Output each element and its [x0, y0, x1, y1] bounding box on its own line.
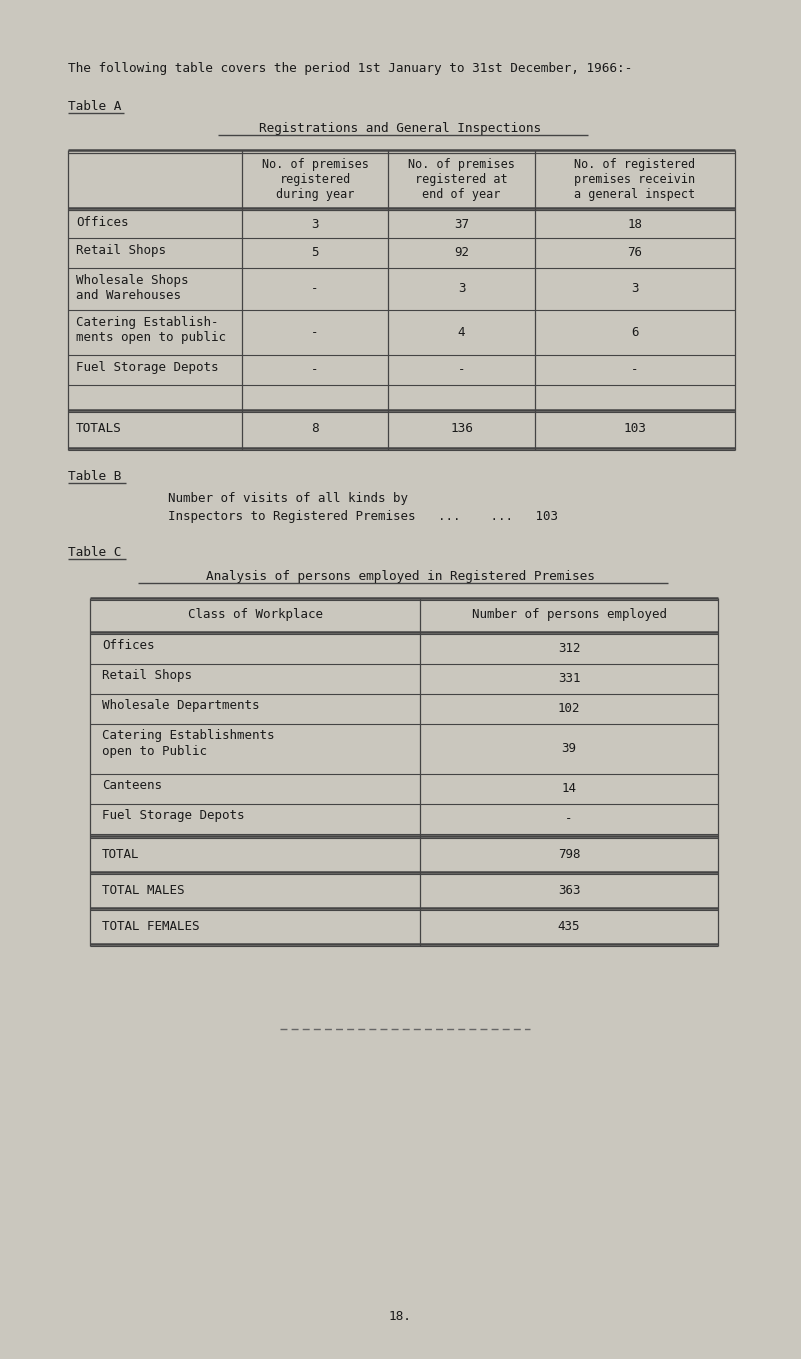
Text: TOTAL: TOTAL: [102, 848, 139, 860]
Text: registered at: registered at: [415, 173, 508, 186]
Text: 103: 103: [623, 423, 646, 435]
Text: 435: 435: [557, 920, 580, 932]
Text: Wholesale Shops: Wholesale Shops: [76, 275, 188, 287]
Text: Retail Shops: Retail Shops: [102, 669, 192, 682]
Text: 363: 363: [557, 883, 580, 897]
Text: Catering Establish-: Catering Establish-: [76, 317, 219, 329]
Text: 39: 39: [562, 742, 577, 756]
Text: Class of Workplace: Class of Workplace: [187, 607, 323, 621]
Text: 3: 3: [631, 283, 638, 295]
Text: -: -: [312, 363, 319, 376]
Text: Retail Shops: Retail Shops: [76, 245, 166, 257]
Text: -: -: [457, 363, 465, 376]
Text: Offices: Offices: [102, 639, 155, 652]
Text: TOTAL FEMALES: TOTAL FEMALES: [102, 920, 199, 932]
Text: Analysis of persons employed in Registered Premises: Analysis of persons employed in Register…: [206, 569, 594, 583]
Text: 312: 312: [557, 643, 580, 655]
Text: The following table covers the period 1st January to 31st December, 1966:-: The following table covers the period 1s…: [68, 63, 632, 75]
Text: end of year: end of year: [422, 188, 501, 201]
Text: Canteens: Canteens: [102, 779, 162, 792]
Text: Number of visits of all kinds by: Number of visits of all kinds by: [168, 492, 408, 506]
Text: ments open to public: ments open to public: [76, 332, 226, 344]
Text: 14: 14: [562, 783, 577, 795]
Text: during year: during year: [276, 188, 354, 201]
Text: No. of registered: No. of registered: [574, 158, 695, 171]
Text: Offices: Offices: [76, 216, 128, 230]
Text: open to Public: open to Public: [102, 745, 207, 758]
Text: 798: 798: [557, 848, 580, 860]
Text: -: -: [312, 326, 319, 338]
Text: Wholesale Departments: Wholesale Departments: [102, 699, 260, 712]
Text: 92: 92: [454, 246, 469, 260]
Text: Inspectors to Registered Premises   ...    ...   103: Inspectors to Registered Premises ... ..…: [168, 510, 558, 523]
Text: Table A: Table A: [68, 101, 122, 113]
Text: 76: 76: [627, 246, 642, 260]
Text: 4: 4: [457, 326, 465, 338]
Text: 102: 102: [557, 703, 580, 715]
Text: Table C: Table C: [68, 546, 122, 559]
Text: Table B: Table B: [68, 470, 122, 482]
Text: TOTAL MALES: TOTAL MALES: [102, 883, 184, 897]
Text: 5: 5: [312, 246, 319, 260]
Text: and Warehouses: and Warehouses: [76, 289, 181, 302]
Text: Registrations and General Inspections: Registrations and General Inspections: [259, 122, 541, 135]
Text: Fuel Storage Depots: Fuel Storage Depots: [102, 809, 244, 822]
Text: registered: registered: [280, 173, 351, 186]
Text: 18: 18: [627, 217, 642, 231]
Text: -: -: [566, 813, 573, 825]
Text: a general inspect: a general inspect: [574, 188, 695, 201]
Text: -: -: [631, 363, 638, 376]
Text: No. of premises: No. of premises: [262, 158, 368, 171]
Text: 136: 136: [450, 423, 473, 435]
Text: 18.: 18.: [388, 1310, 412, 1324]
Text: 3: 3: [312, 217, 319, 231]
Text: Number of persons employed: Number of persons employed: [472, 607, 666, 621]
Text: -: -: [312, 283, 319, 295]
Text: 331: 331: [557, 673, 580, 685]
Text: premises receivin: premises receivin: [574, 173, 695, 186]
Text: No. of premises: No. of premises: [408, 158, 515, 171]
Text: 8: 8: [311, 423, 319, 435]
Text: 3: 3: [457, 283, 465, 295]
Text: Catering Establishments: Catering Establishments: [102, 728, 275, 742]
Text: Fuel Storage Depots: Fuel Storage Depots: [76, 361, 219, 374]
Text: 37: 37: [454, 217, 469, 231]
Text: TOTALS: TOTALS: [76, 423, 122, 435]
Text: 6: 6: [631, 326, 638, 338]
